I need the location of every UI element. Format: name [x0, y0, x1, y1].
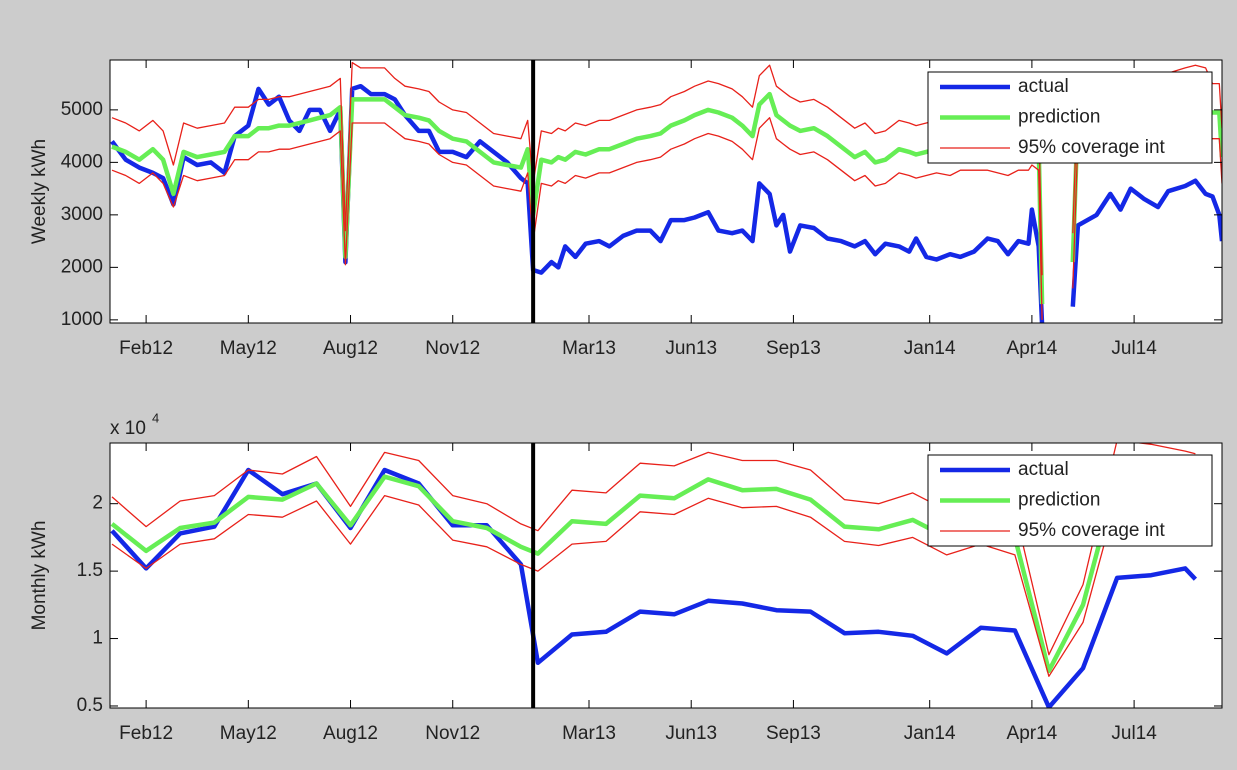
- axes-box: [109, 59, 1223, 324]
- x-tick-label: Jun13: [665, 338, 717, 359]
- x-tick-label: Apr14: [1007, 338, 1058, 359]
- series-line: [111, 443, 1196, 656]
- axes: Feb12 May12 Aug12 Nov12 Mar13 Jun13 Sep13 Jan14…: [29, 410, 1223, 744]
- legend: actual prediction 95% coverage int: [927, 71, 1213, 164]
- y-axis-label: Monthly kWh: [29, 521, 50, 631]
- series-line: [110, 474, 1197, 674]
- x-tick-label: Feb12: [119, 723, 173, 744]
- x-tick-label: Mar13: [562, 723, 616, 744]
- y-tick-label: 2000: [61, 256, 103, 277]
- series-line: [111, 494, 1196, 677]
- x-tick-label: Jul14: [1111, 723, 1157, 744]
- legend-label: prediction: [1018, 107, 1100, 128]
- y-multiplier-exponent: 4: [152, 410, 159, 425]
- x-tick-label: Feb12: [119, 338, 173, 359]
- y-tick-label: 1.5: [77, 560, 103, 581]
- legend-label: actual: [1018, 459, 1069, 480]
- y-tick-label: 5000: [61, 99, 103, 120]
- y-tick-label: 1000: [61, 309, 103, 330]
- x-tick-label: Jan14: [904, 338, 956, 359]
- x-tick-label: May12: [220, 723, 277, 744]
- legend-label: prediction: [1018, 490, 1100, 511]
- axes-box: [109, 442, 1223, 709]
- y-multiplier: x 10: [110, 418, 146, 439]
- x-tick-label: Jun13: [665, 723, 717, 744]
- y-axis-label: Weekly kWh: [29, 139, 50, 244]
- series-line: [110, 83, 1222, 323]
- y-tick-label: 4000: [61, 151, 103, 172]
- series-line: [110, 467, 1198, 708]
- axes: Feb12 May12 Aug12 Nov12 Mar13 Jun13 Sep13 Jan14…: [29, 59, 1223, 359]
- y-tick-label: 0.5: [77, 695, 103, 716]
- legend: actual prediction 95% coverage int: [927, 454, 1213, 547]
- x-tick-label: Jul14: [1111, 338, 1157, 359]
- legend-label: 95% coverage int: [1018, 520, 1166, 541]
- y-tick-label: 2: [92, 493, 103, 514]
- plot-lines: [110, 443, 1198, 708]
- y-tick-label: 1: [92, 628, 103, 649]
- x-tick-label: Aug12: [323, 723, 378, 744]
- x-tick-label: Mar13: [562, 338, 616, 359]
- x-tick-label: Nov12: [425, 723, 480, 744]
- x-tick-label: Sep13: [766, 338, 821, 359]
- x-tick-label: Jan14: [904, 723, 956, 744]
- y-tick-label: 3000: [61, 204, 103, 225]
- x-tick-label: Apr14: [1007, 723, 1058, 744]
- legend-label: actual: [1018, 76, 1069, 97]
- legend-label: 95% coverage int: [1018, 137, 1166, 158]
- x-tick-label: Sep13: [766, 723, 821, 744]
- x-tick-label: May12: [220, 338, 277, 359]
- x-tick-label: Nov12: [425, 338, 480, 359]
- x-tick-label: Aug12: [323, 338, 378, 359]
